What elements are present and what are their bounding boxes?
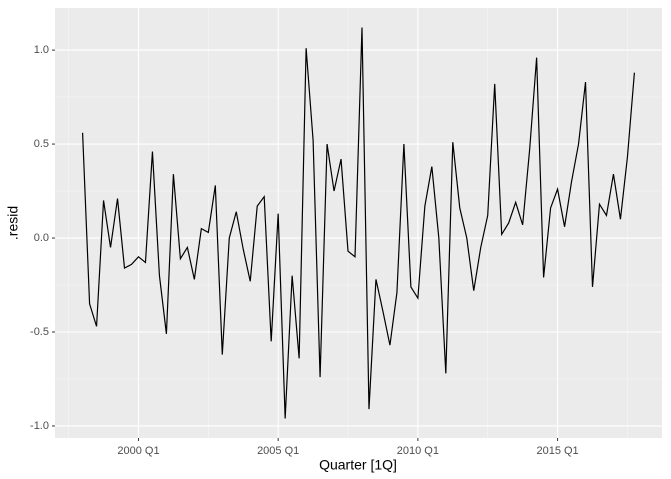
x-tick-label: 2000 Q1 (117, 445, 159, 457)
y-tick-label: 0.5 (34, 138, 49, 150)
y-tick-label: -0.5 (30, 326, 49, 338)
x-tick-label: 2010 Q1 (397, 445, 439, 457)
x-axis-title: Quarter [1Q] (319, 457, 397, 473)
y-tick-label: -1.0 (30, 420, 49, 432)
data-line (81, 27, 636, 419)
y-axis-title: .resid (5, 206, 21, 240)
x-tick-label: 2005 Q1 (257, 445, 299, 457)
x-tick-label: 2015 Q1 (536, 445, 578, 457)
y-tick-label: 1.0 (34, 44, 49, 56)
y-tick-label: 0.0 (34, 232, 49, 244)
panel (55, 8, 662, 438)
